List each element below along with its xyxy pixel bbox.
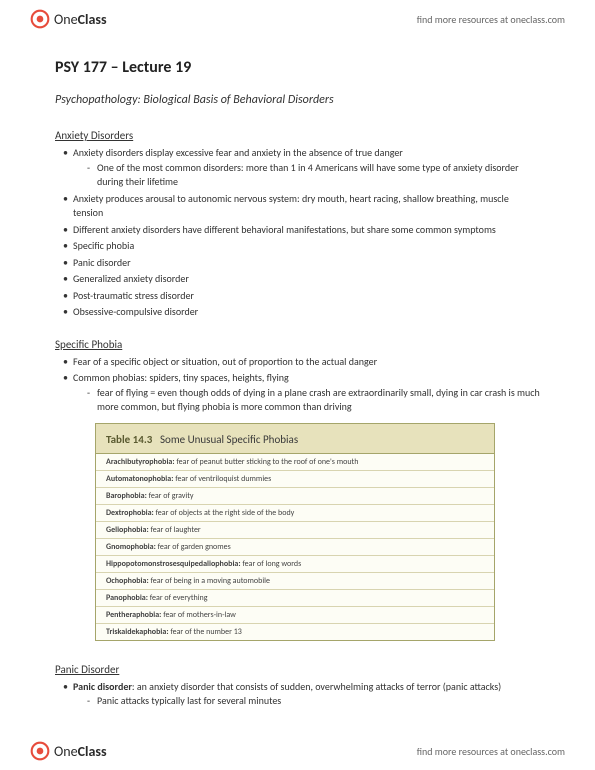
table-number: Table 14.3: [106, 433, 152, 446]
section-phobia: Specific Phobia Fear of a specific objec…: [55, 338, 540, 641]
phobia-table: Table 14.3 Some Unusual Specific Phobias…: [95, 423, 495, 641]
table-row: Automatonophobia: fear of ventriloquist …: [96, 471, 494, 488]
page-header: OneClass find more resources at oneclass…: [0, 0, 595, 38]
list-item: Obsessive-compulsive disorder: [63, 305, 540, 320]
list-item: Panic attacks typically last for several…: [87, 694, 540, 709]
brand-name: OneClass: [54, 11, 107, 28]
sub-list: One of the most common disorders: more t…: [73, 161, 540, 190]
table-row: Arachibutyrophobia: fear of peanut butte…: [96, 454, 494, 471]
list-item: Anxiety produces arousal to autonomic ne…: [63, 192, 540, 221]
list-item: Different anxiety disorders have differe…: [63, 223, 540, 238]
table-row: Hippopotomonstrosesquipedaliophobia: fea…: [96, 556, 494, 573]
page-footer: OneClass find more resources at oneclass…: [0, 732, 595, 770]
brand-logo: OneClass: [30, 9, 107, 29]
bullet-list: Anxiety disorders display excessive fear…: [55, 146, 540, 320]
table-row: Geliophobia: fear of laughter: [96, 522, 494, 539]
list-item: Generalized anxiety disorder: [63, 272, 540, 287]
header-resources-link[interactable]: find more resources at oneclass.com: [417, 13, 565, 26]
list-item: Panic disorder: [63, 256, 540, 271]
section-heading: Anxiety Disorders: [55, 129, 540, 142]
list-item: Common phobias: spiders, tiny spaces, he…: [63, 371, 540, 415]
logo-icon: [30, 9, 50, 29]
section-panic: Panic Disorder Panic disorder: an anxiet…: [55, 663, 540, 709]
footer-resources-link[interactable]: find more resources at oneclass.com: [417, 745, 565, 758]
list-item: Fear of a specific object or situation, …: [63, 355, 540, 370]
table-row: Ochophobia: fear of being in a moving au…: [96, 573, 494, 590]
page-title: PSY 177 – Lecture 19: [55, 58, 540, 77]
table-title: Some Unusual Specific Phobias: [160, 433, 298, 446]
page-subtitle: Psychopathology: Biological Basis of Beh…: [55, 93, 540, 107]
list-item: Post-traumatic stress disorder: [63, 289, 540, 304]
section-heading: Panic Disorder: [55, 663, 540, 676]
list-item: fear of flying = even though odds of dyi…: [87, 386, 540, 415]
table-row: Gnomophobia: fear of garden gnomes: [96, 539, 494, 556]
document-body: PSY 177 – Lecture 19 Psychopathology: Bi…: [0, 38, 595, 709]
list-item: Anxiety disorders display excessive fear…: [63, 146, 540, 190]
bullet-list: Fear of a specific object or situation, …: [55, 355, 540, 415]
table-row: Triskaidekaphobia: fear of the number 13: [96, 624, 494, 640]
table-row: Panophobia: fear of everything: [96, 590, 494, 607]
table-row: Barophobia: fear of gravity: [96, 488, 494, 505]
bullet-list: Panic disorder: an anxiety disorder that…: [55, 680, 540, 709]
list-item: Panic disorder: an anxiety disorder that…: [63, 680, 540, 709]
list-item: Specific phobia: [63, 239, 540, 254]
table-header: Table 14.3 Some Unusual Specific Phobias: [96, 424, 494, 454]
brand-logo: OneClass: [30, 741, 107, 761]
logo-icon: [30, 741, 50, 761]
sub-list: fear of flying = even though odds of dyi…: [73, 386, 540, 415]
table-row: Dextrophobia: fear of objects at the rig…: [96, 505, 494, 522]
sub-list: Panic attacks typically last for several…: [73, 694, 540, 709]
table-row: Pentheraphobia: fear of mothers-in-law: [96, 607, 494, 624]
list-item: One of the most common disorders: more t…: [87, 161, 540, 190]
section-anxiety: Anxiety Disorders Anxiety disorders disp…: [55, 129, 540, 320]
brand-name: OneClass: [54, 743, 107, 760]
section-heading: Specific Phobia: [55, 338, 540, 351]
